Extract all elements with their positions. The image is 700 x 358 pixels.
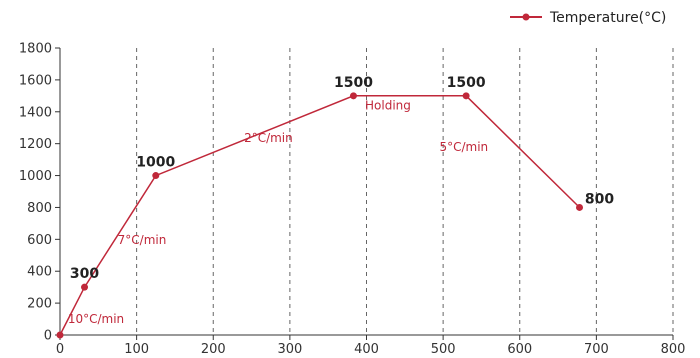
x-tick-label: 600: [507, 342, 532, 357]
series-temperature: [56, 92, 584, 339]
y-tick-label: 200: [27, 297, 52, 312]
point-labels: 300 1000 1500 1500 800: [70, 75, 614, 282]
data-label: 1500: [334, 75, 373, 91]
data-label: 300: [70, 266, 99, 282]
legend-label: Temperature(°C): [549, 10, 666, 26]
legend: Temperature(°C): [510, 10, 666, 26]
y-tick-label: 800: [27, 201, 52, 216]
data-point: [576, 203, 584, 211]
data-label: 1500: [447, 75, 486, 91]
x-tick-label: 500: [431, 342, 456, 357]
rate-annotation: 5°C/min: [439, 140, 488, 154]
y-tick-label: 1400: [19, 105, 52, 120]
axes: [55, 47, 674, 340]
y-tick-label: 600: [27, 233, 52, 248]
data-point: [56, 331, 64, 339]
data-point: [349, 92, 357, 100]
data-point: [152, 172, 160, 180]
x-tick-label: 800: [661, 342, 686, 357]
data-point: [81, 283, 89, 291]
rate-annotation: 2°C/min: [244, 131, 293, 145]
rate-annotation: Holding: [365, 98, 411, 112]
rate-annotation: 7°C/min: [118, 233, 167, 247]
y-tick-label: 1800: [19, 42, 52, 57]
x-tick-label: 300: [277, 342, 302, 357]
y-tick-label: 1000: [19, 169, 52, 184]
series-line: [59, 95, 581, 336]
rate-annotation: 10°C/min: [68, 312, 124, 326]
x-tick-label: 200: [201, 342, 226, 357]
x-tick-label: 700: [584, 342, 609, 357]
annotations: 10°C/min 7°C/min 2°C/min Holding 5°C/min: [68, 98, 488, 326]
x-tick-label: 400: [354, 342, 379, 357]
data-label: 1000: [136, 155, 175, 171]
y-tick-label: 400: [27, 265, 52, 280]
data-point: [462, 92, 470, 100]
x-tick-label: 100: [124, 342, 149, 357]
data-label: 800: [585, 191, 614, 207]
y-tick-label: 1200: [19, 137, 52, 152]
x-tick-label: 0: [56, 342, 64, 357]
legend-marker: [522, 13, 530, 21]
y-tick-label: 1600: [19, 73, 52, 88]
y-tick-label: 0: [44, 329, 52, 344]
tick-labels: 0 200 400 600 800 1000 1200 1400 1600 1800 0 100 200…: [19, 42, 686, 358]
